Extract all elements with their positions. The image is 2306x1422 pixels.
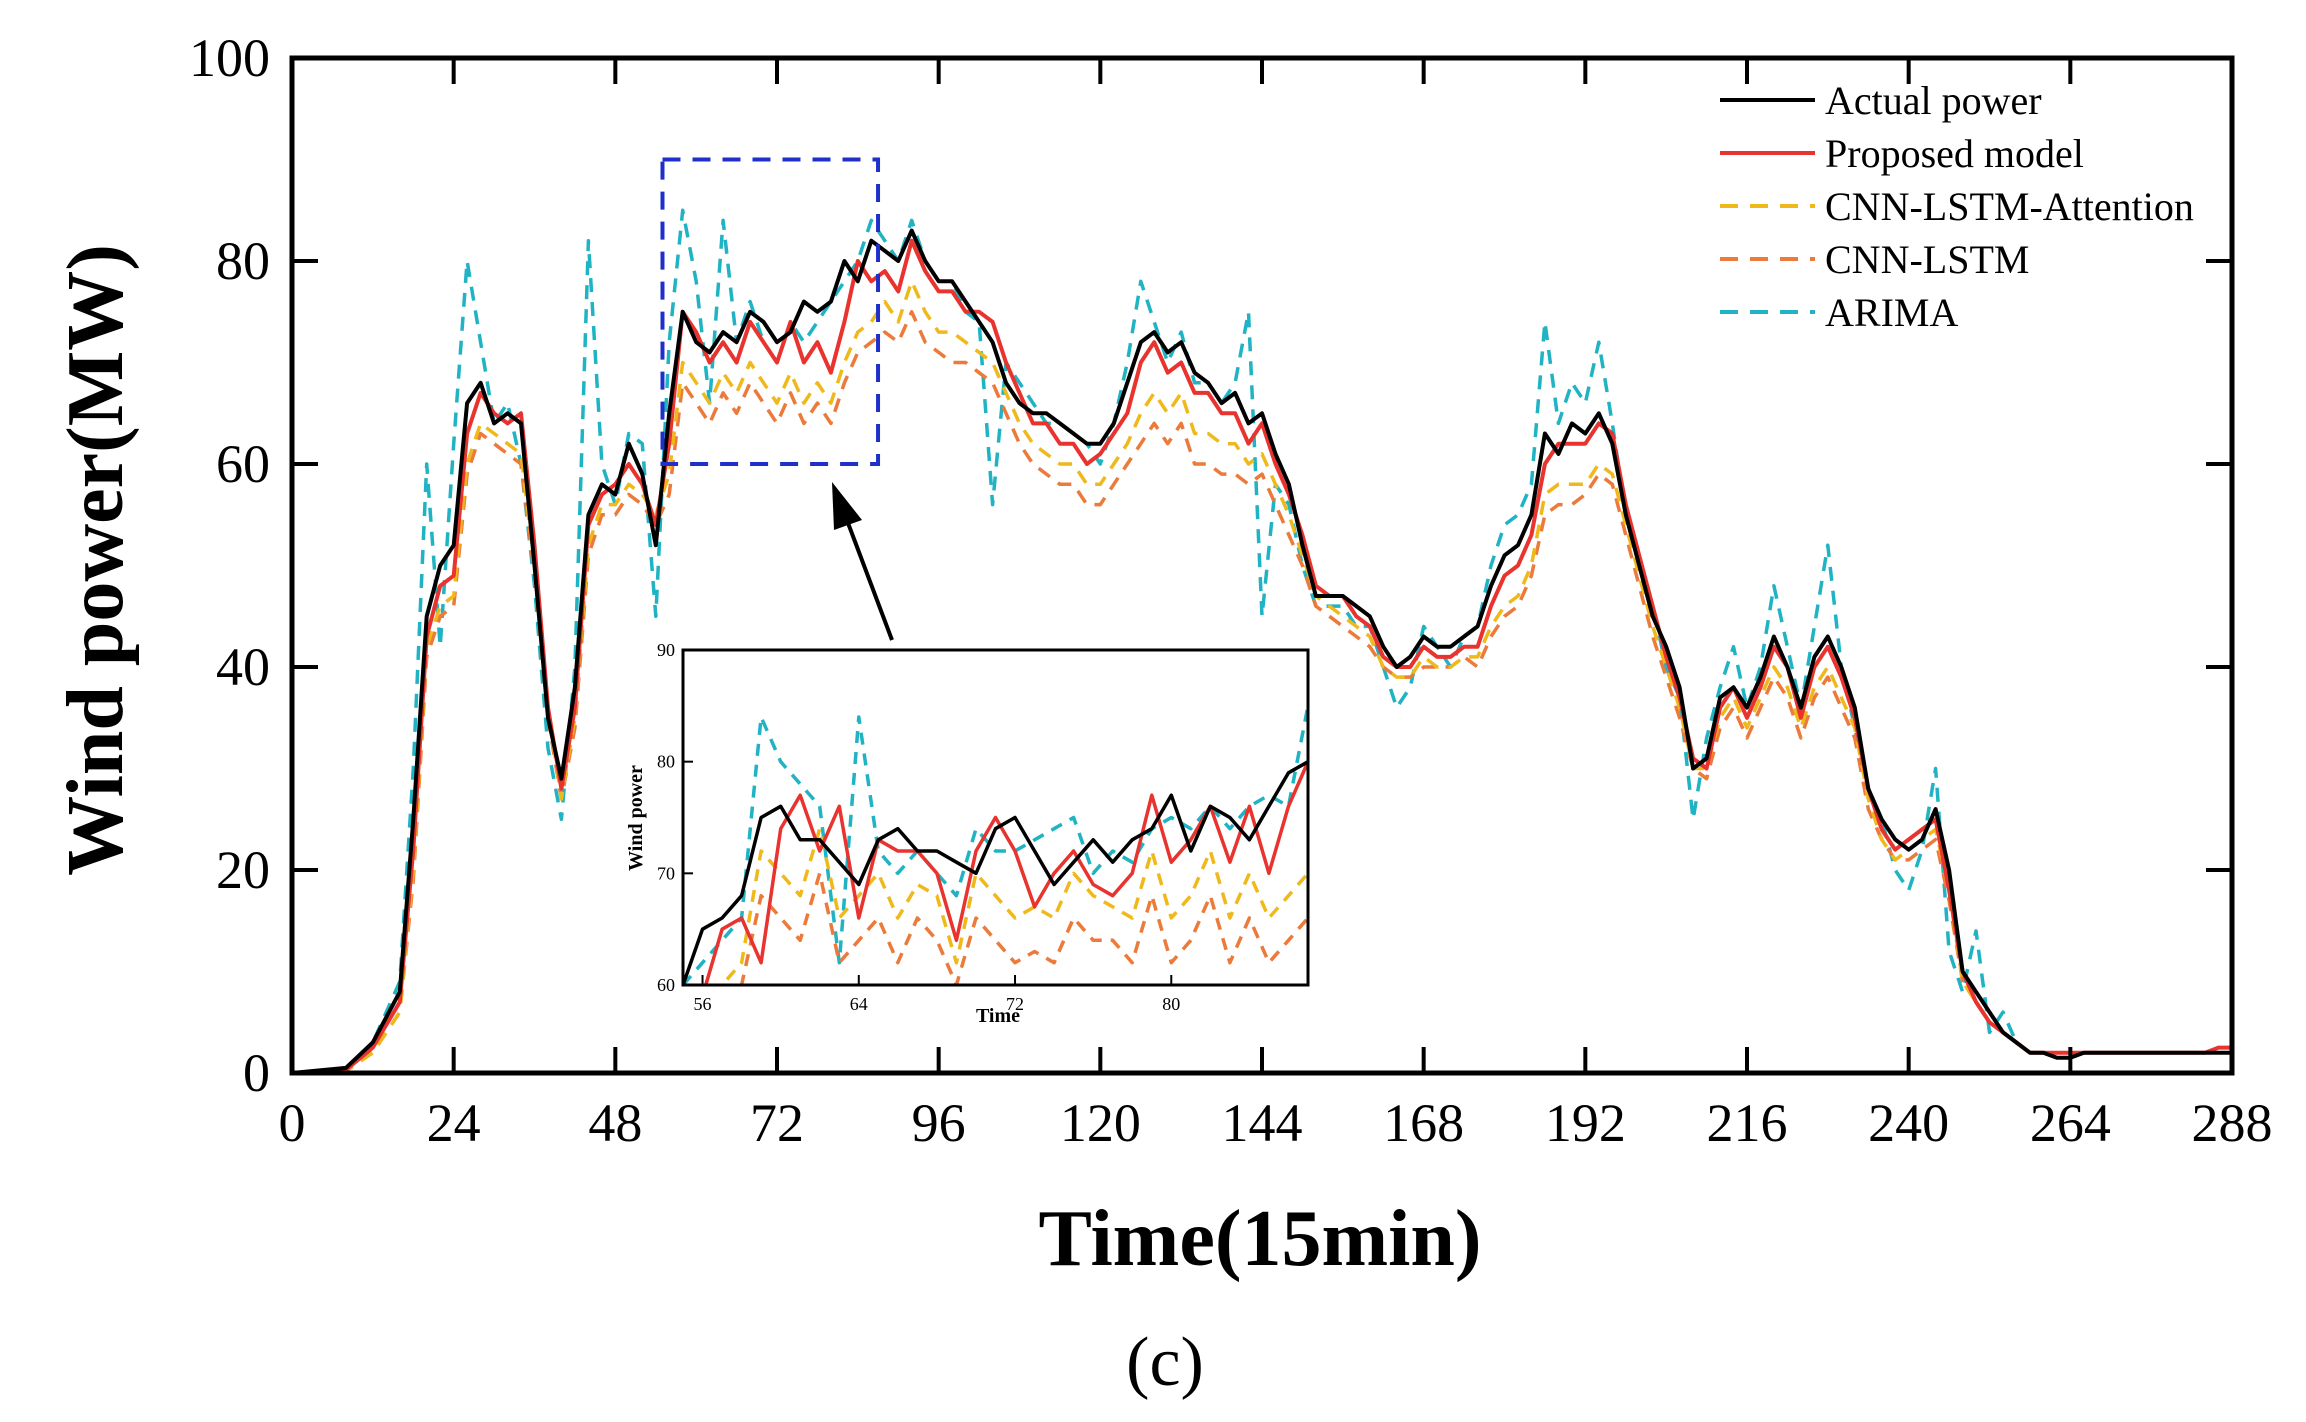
y-tick-label: 40 (216, 637, 270, 697)
legend-label: CNN-LSTM (1825, 237, 2029, 282)
inset-y-tick-label: 90 (657, 640, 675, 660)
inset-series-line-cnn-lstm-attention (683, 826, 1308, 985)
inset-y-axis-title: Wind power (625, 765, 647, 871)
x-tick-label: 288 (2192, 1093, 2273, 1153)
inset-series-line-cnn-lstm (683, 871, 1308, 985)
x-tick-label: 144 (1222, 1093, 1303, 1153)
inset-x-tick-label: 72 (1006, 994, 1024, 1014)
x-tick-label: 0 (279, 1093, 306, 1153)
zoom-region-box (660, 157, 881, 466)
inset-x-tick-label: 56 (694, 994, 712, 1014)
y-tick-label: 20 (216, 840, 270, 900)
series-line-actual-power (291, 228, 2232, 1075)
y-axis-title: Wind power(MW) (52, 244, 140, 876)
inset-y-tick-label: 60 (657, 975, 675, 995)
x-tick-label: 48 (588, 1093, 642, 1153)
legend-label: Actual power (1825, 78, 2042, 123)
x-tick-label: 168 (1383, 1093, 1464, 1153)
inset-series-line-actual-power (683, 760, 1308, 985)
x-tick-label: 192 (1545, 1093, 1626, 1153)
y-tick-label: 60 (216, 434, 270, 494)
series-line-arima (291, 208, 2232, 1075)
x-tick-label: 96 (912, 1093, 966, 1153)
x-tick-label: 72 (750, 1093, 804, 1153)
x-tick-label: 240 (1868, 1093, 1949, 1153)
inset-series-line-arima (683, 705, 1308, 985)
y-tick-label: 80 (216, 231, 270, 291)
inset-x-axis-title: Time (976, 1005, 1020, 1027)
inset-x-tick-label: 80 (1162, 994, 1180, 1014)
zoom-arrow-head (832, 482, 862, 530)
y-tick-label: 100 (189, 28, 270, 88)
zoom-arrow-line (843, 514, 894, 641)
inset-frame (681, 648, 1310, 987)
x-tick-label: 264 (2030, 1093, 2111, 1153)
main-plot-area: 0 24 48 72 96 120 144 168 192 216 240 264 288 0 20 40 60… (189, 28, 2273, 1153)
legend-label: ARIMA (1825, 290, 1958, 335)
inset-zoom-plot: 56 64 72 80 60 70 80 90 Time Wind power (625, 640, 1310, 1027)
legend: Actual power Proposed model CNN-LSTM-Atten… (1720, 78, 2194, 335)
x-tick-label: 24 (427, 1093, 481, 1153)
inset-y-tick-label: 80 (657, 752, 675, 772)
legend-label: Proposed model (1825, 131, 2084, 176)
inset-x-tick-label: 64 (850, 994, 868, 1014)
figure-caption: (c) (1126, 1324, 1204, 1401)
y-tick-label: 0 (243, 1043, 270, 1103)
x-tick-label: 216 (1707, 1093, 1788, 1153)
x-tick-label: 120 (1060, 1093, 1141, 1153)
x-axis-title: Time(15min) (1039, 1195, 1482, 1283)
inset-y-tick-label: 70 (657, 863, 675, 883)
legend-label: CNN-LSTM-Attention (1825, 184, 2194, 229)
